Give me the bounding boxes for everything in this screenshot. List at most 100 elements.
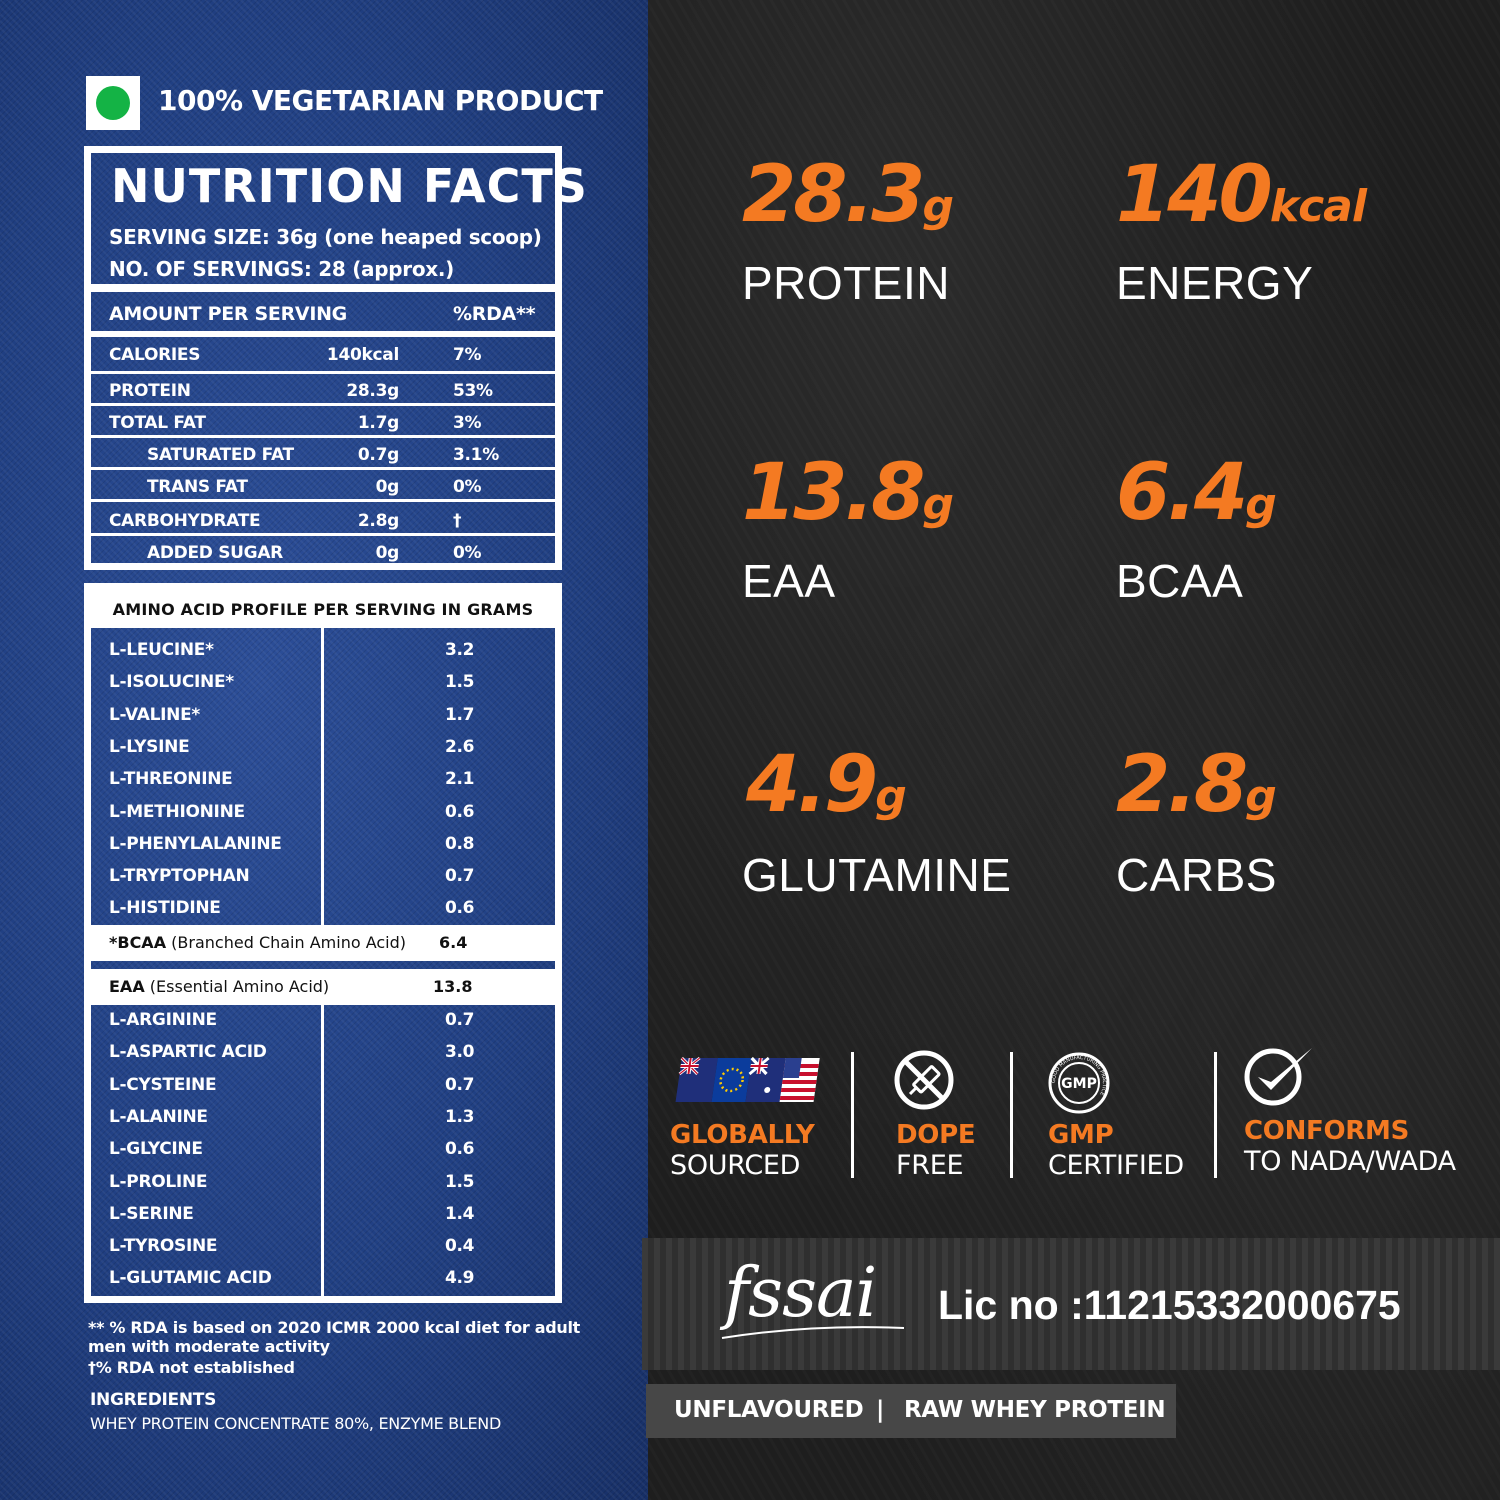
stat-unit: g — [922, 181, 953, 232]
amino-acid-value: 0.7 — [445, 1074, 475, 1095]
nutrient-amount: 0g — [375, 477, 400, 497]
nutrient-amount: 28.3g — [346, 381, 399, 401]
amino-acid-value: 0.7 — [445, 866, 475, 887]
stat-number: 28.3 — [742, 150, 925, 240]
amino-acid-name: L-TRYPTOPHAN — [109, 866, 250, 887]
column-divider — [321, 1005, 324, 1303]
stat-unit: g — [875, 771, 906, 822]
nutrition-row: ADDED SUGAR 0g 0% — [109, 537, 555, 567]
nutrient-name: SATURATED FAT — [147, 445, 294, 465]
badge-divider — [851, 1052, 854, 1178]
nutrient-name: TOTAL FAT — [109, 413, 206, 433]
badge-globally-title: GLOBALLY — [670, 1120, 815, 1150]
no-syringe-icon — [894, 1050, 954, 1110]
amino-acid-name: L-LEUCINE* — [109, 640, 214, 660]
stat-label: PROTEIN — [742, 257, 950, 309]
amino-acid-value: 0.6 — [445, 898, 475, 919]
amino-acid-value: 1.7 — [445, 704, 475, 725]
amino-acid-row: L-THREONINE 2.1 — [109, 765, 555, 797]
bcaa-description: (Branched Chain Amino Acid) — [171, 933, 407, 952]
stat-value: 28.3g — [742, 150, 954, 240]
rda-footnote: ** % RDA is based on 2020 ICMR 2000 kcal… — [88, 1318, 581, 1337]
amino-acid-value: 1.5 — [445, 1171, 475, 1192]
ingredients-text: WHEY PROTEIN CONCENTRATE 80%, ENZYME BLE… — [90, 1414, 501, 1433]
amino-acid-value: 1.3 — [445, 1106, 475, 1127]
svg-text:GMP: GMP — [1061, 1076, 1097, 1092]
amino-acid-row: L-METHIONINE 0.6 — [109, 798, 555, 830]
row-divider — [91, 403, 555, 406]
gmp-seal-icon: GMP GOOD MANUFACTURING PRACTICE — [1048, 1052, 1110, 1114]
amino-acid-row: L-ISOLUCINE* 1.5 — [109, 668, 555, 700]
flavour-label: UNFLAVOURED — [674, 1397, 864, 1423]
amino-acid-value: 0.6 — [445, 801, 475, 822]
amino-acid-value: 3.2 — [445, 640, 475, 660]
stat-number: 4.9 — [746, 740, 878, 830]
badge-dope-title: DOPE — [896, 1120, 976, 1150]
nutrient-rda: 53% — [453, 381, 493, 401]
nutrition-facts-table: NUTRITION FACTS SERVING SIZE: 36g (one h… — [84, 146, 587, 570]
amino-acid-name: L-ISOLUCINE* — [109, 672, 234, 693]
nutrition-row: TOTAL FAT 1.7g 3% — [109, 407, 555, 437]
nutrition-facts-title: NUTRITION FACTS — [111, 159, 588, 213]
bcaa-abbr: *BCAA — [109, 933, 167, 952]
stat-number: 2.8 — [1116, 740, 1248, 830]
badge-divider — [1214, 1052, 1217, 1178]
amino-acid-name: L-PROLINE — [109, 1171, 208, 1192]
bcaa-value: 6.4 — [439, 933, 468, 952]
stat-value: 6.4g — [1116, 448, 1277, 538]
amino-acid-value: 0.4 — [445, 1236, 475, 1257]
nutrition-row: PROTEIN 28.3g 53% — [109, 375, 555, 405]
row-divider — [91, 371, 555, 374]
amino-acid-value: 3.0 — [445, 1042, 475, 1063]
amino-acid-row: L-TRYPTOPHAN 0.7 — [109, 862, 555, 894]
nutrient-amount: 0g — [375, 543, 400, 563]
amino-acid-row: L-PHENYLALANINE 0.8 — [109, 830, 555, 862]
eaa-description: (Essential Amino Acid) — [149, 977, 330, 996]
nutrient-rda: 3.1% — [453, 445, 499, 465]
stat-label: EAA — [742, 555, 836, 607]
nutrient-rda: 7% — [453, 345, 482, 365]
amino-acid-name: L-VALINE* — [109, 704, 200, 725]
amino-acid-value: 0.8 — [445, 833, 475, 854]
divider — [91, 284, 555, 292]
bar-divider: | — [876, 1397, 885, 1423]
ingredients-title: INGREDIENTS — [90, 1390, 217, 1410]
nutrition-row: CALORIES 140kcal 7% — [109, 339, 555, 369]
amino-acid-name: L-ASPARTIC ACID — [109, 1042, 267, 1063]
fssai-license-number: Lic no :11215332000675 — [938, 1282, 1401, 1328]
nutrient-amount: 1.7g — [357, 413, 399, 433]
nutrient-rda: † — [453, 511, 462, 531]
stat-value: 13.8g — [742, 448, 954, 538]
stat-number: 13.8 — [742, 448, 925, 538]
stat-value: 2.8g — [1116, 740, 1277, 830]
amino-acid-row: L-LEUCINE* 3.2 — [109, 636, 555, 668]
nutrient-rda: 0% — [453, 477, 482, 497]
fssai-license-bar: fssai Lic no :11215332000675 — [642, 1238, 1500, 1370]
badge-dope-sub: FREE — [896, 1150, 964, 1181]
amino-acid-title: AMINO ACID PROFILE PER SERVING IN GRAMS — [91, 590, 555, 628]
fssai-logo-swoosh-icon — [721, 1326, 905, 1339]
badge-globally-sub: SOURCED — [670, 1150, 801, 1181]
stat-unit: g — [1245, 771, 1276, 822]
column-divider — [321, 628, 324, 926]
amino-acid-value: 0.6 — [445, 1139, 475, 1160]
nutrition-row: SATURATED FAT 0.7g 3.1% — [109, 439, 555, 469]
nutrient-amount: 140kcal — [326, 345, 399, 365]
amino-acid-name: L-ARGININE — [109, 1010, 217, 1030]
amino-acid-name: L-GLYCINE — [109, 1139, 203, 1160]
amino-acid-value: 1.5 — [445, 672, 475, 693]
amino-acid-value: 2.1 — [445, 769, 475, 790]
nutrient-name: TRANS FAT — [147, 477, 248, 497]
nutrition-panel: 100% VEGETARIAN PRODUCT NUTRITION FACTS … — [0, 0, 648, 1500]
amino-acid-name: L-CYSTEINE — [109, 1074, 217, 1095]
stat-label: BCAA — [1116, 555, 1244, 607]
stat-label: ENERGY — [1116, 257, 1314, 309]
amino-acid-row: L-ALANINE 1.3 — [109, 1103, 555, 1135]
stat-unit: g — [922, 479, 953, 530]
badge-gmp-title: GMP — [1048, 1120, 1114, 1150]
eaa-total-row: EAA (Essential Amino Acid) 13.8 — [91, 969, 555, 1005]
amino-acid-row: L-TYROSINE 0.4 — [109, 1232, 555, 1264]
bcaa-total-row: *BCAA (Branched Chain Amino Acid) 6.4 — [91, 925, 555, 961]
amino-acid-value: 4.9 — [445, 1268, 475, 1289]
amino-acid-name: L-HISTIDINE — [109, 898, 221, 919]
